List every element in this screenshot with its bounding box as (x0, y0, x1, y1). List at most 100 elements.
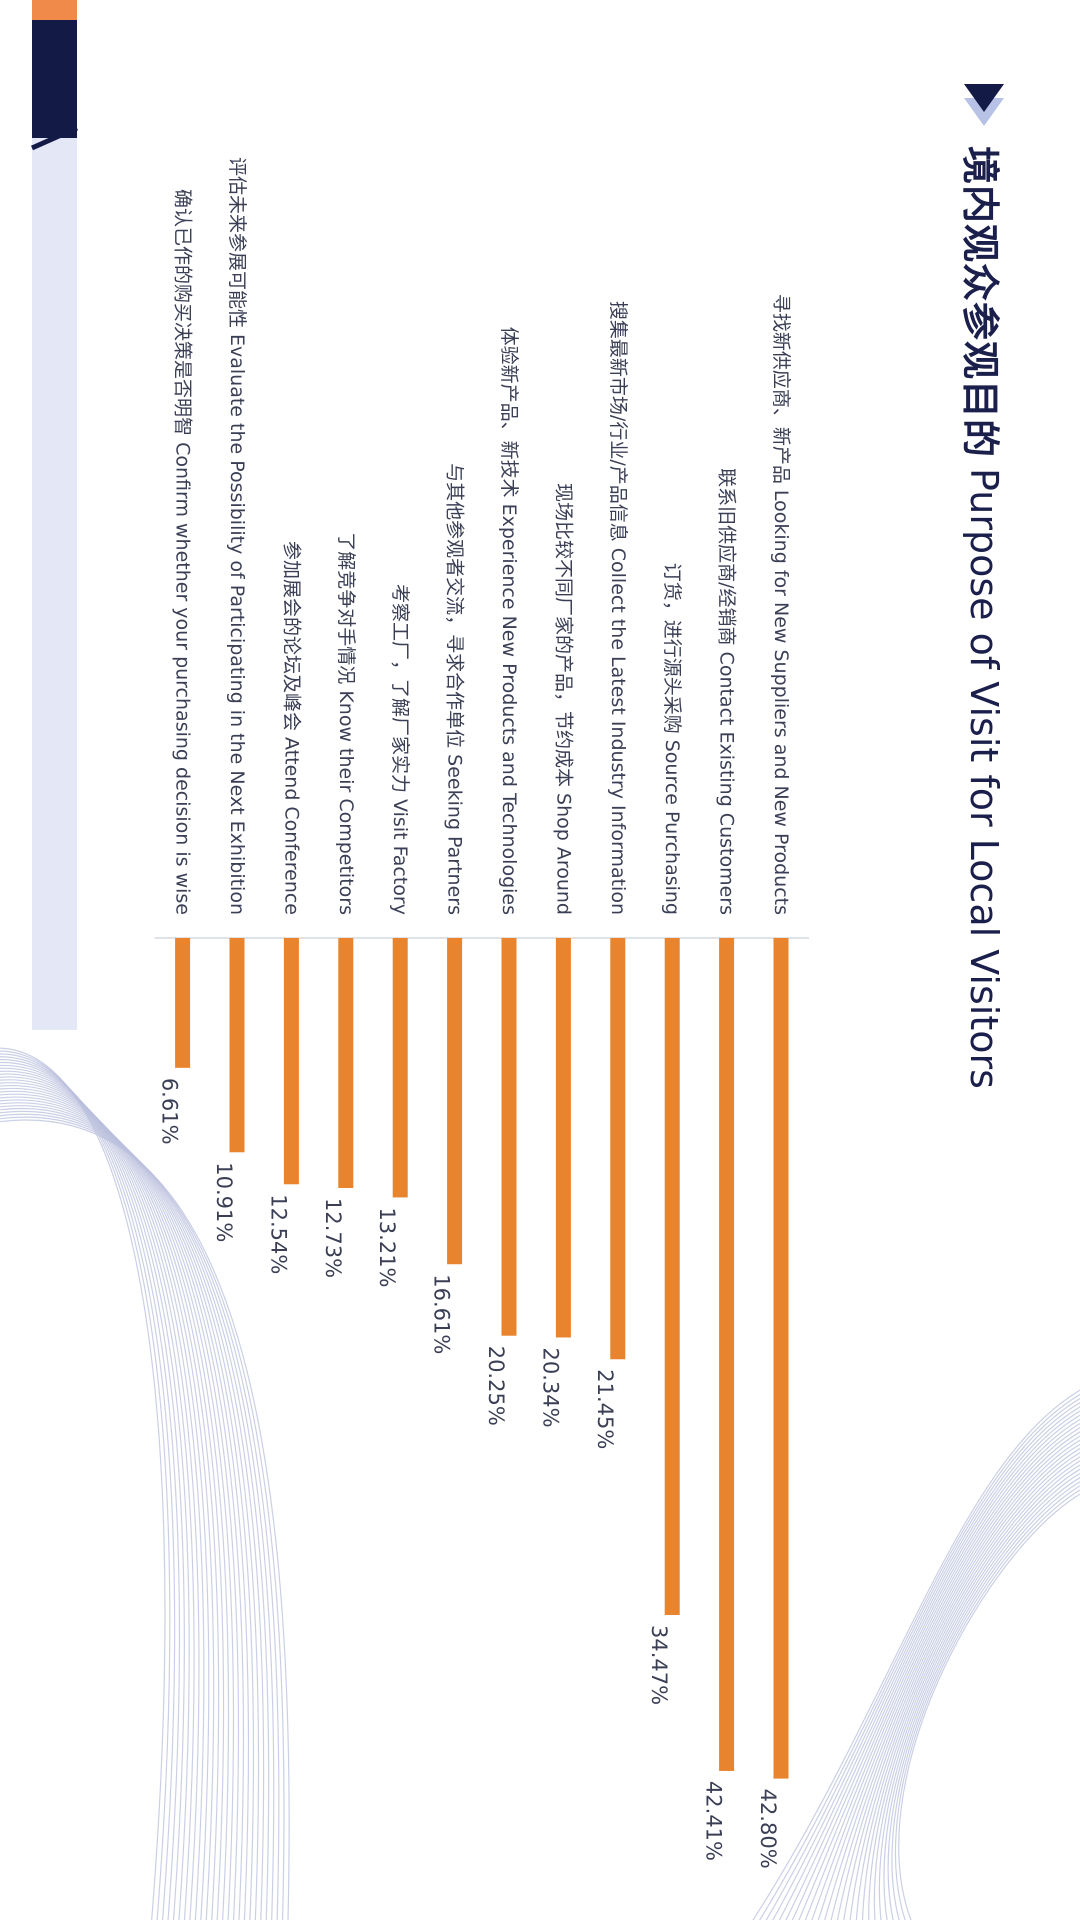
bar (664, 938, 680, 1615)
value-label: 12.54% (266, 1194, 290, 1274)
value-label: 16.61% (430, 1274, 454, 1354)
category-label: 与其他参观者交流，寻求合作单位 Seeking Partners (444, 463, 466, 915)
wave-line (0, 1107, 270, 1920)
category-label: 确认已作的购买决策是否明智 Confirm whether your purch… (172, 189, 194, 915)
wave-line (0, 1102, 260, 1920)
value-label: 34.47% (647, 1625, 671, 1705)
wave-lines-left (0, 1047, 290, 1920)
title-block: 境内观众参观目的 Purpose of Visit for Local Visi… (954, 80, 1014, 1089)
wave-line (0, 1113, 280, 1920)
wave-line (0, 1116, 285, 1920)
bar (610, 938, 626, 1360)
wave-line (0, 1087, 235, 1920)
value-label: 42.41% (702, 1781, 726, 1861)
wave-line (898, 1493, 1080, 1920)
wave-line (0, 1090, 240, 1920)
value-label: 6.61% (158, 1078, 182, 1145)
wave-lines-right (752, 1389, 1080, 1920)
wave-line (868, 1464, 1080, 1920)
category-label: 寻找新供应商、新产品 Looking for New Suppliers and… (770, 294, 792, 915)
wave-line (0, 1119, 290, 1920)
bar (229, 938, 245, 1153)
wave-line (778, 1406, 1080, 1920)
side-strip-accent (32, 0, 77, 20)
value-label: 42.80% (756, 1789, 780, 1869)
side-strip-navy (32, 18, 77, 138)
wave-line (804, 1423, 1080, 1920)
value-label: 20.25% (484, 1346, 508, 1426)
value-label: 13.21% (375, 1207, 399, 1287)
bar (773, 938, 789, 1779)
wave-line (791, 1414, 1080, 1920)
wave-line (0, 1050, 171, 1920)
wave-line (0, 1056, 181, 1920)
wave-line (0, 1093, 245, 1920)
category-label: 体验新产品、新技术 Experience New Products and Te… (498, 327, 520, 915)
category-label: 评估未来参展可能性 Evaluate the Possibility of Pa… (226, 157, 248, 915)
wave-line (0, 1079, 220, 1920)
wave-line (817, 1431, 1080, 1920)
wave-line (0, 1053, 176, 1920)
wave-line (883, 1477, 1080, 1920)
wave-line (0, 1110, 275, 1920)
category-label: 了解竞争对手情况 Know their Competitors (335, 532, 357, 915)
value-labels: 42.80% 42.41% 34.47% 21.45% 20.34% 20.25% 16.6… (158, 1078, 780, 1869)
bar (719, 938, 735, 1771)
bar (392, 938, 408, 1198)
side-strip (32, 0, 77, 1030)
wave-line (849, 1452, 1080, 1920)
wave-line (0, 1076, 215, 1920)
wave-line (0, 1064, 195, 1920)
wave-line (758, 1393, 1080, 1920)
value-label: 21.45% (593, 1369, 617, 1449)
play-triangle-icon (964, 84, 1004, 126)
wave-line (785, 1410, 1080, 1920)
wave-line (0, 1062, 190, 1920)
wave-line (0, 1085, 230, 1920)
bar (338, 938, 354, 1189)
wave-line (873, 1468, 1080, 1920)
wave-line (894, 1489, 1080, 1920)
wave-line (855, 1456, 1080, 1920)
value-label: 12.73% (321, 1198, 345, 1278)
category-label: 订货，进行源头采购 Source Purchasing (661, 563, 683, 915)
value-label: 20.34% (538, 1347, 562, 1427)
bar (447, 938, 463, 1265)
wave-line (0, 1082, 225, 1920)
wave-line (0, 1073, 210, 1920)
bars (175, 938, 789, 1779)
wave-line (0, 1070, 205, 1920)
wave-line (824, 1435, 1080, 1920)
bar (501, 938, 517, 1336)
bar (283, 938, 299, 1185)
wave-line (862, 1460, 1080, 1920)
wave-line (798, 1418, 1080, 1920)
value-label: 10.91% (212, 1162, 236, 1242)
category-label: 搜集最新市场/行业/产品信息 Collect the Latest Indust… (607, 301, 629, 915)
wave-line (0, 1096, 249, 1920)
wave-line (0, 1105, 265, 1920)
wave-line (0, 1067, 200, 1920)
wave-line (843, 1448, 1080, 1920)
wave-line (887, 1481, 1080, 1920)
bar (555, 938, 571, 1338)
wave-line (0, 1059, 185, 1920)
wave-line (891, 1485, 1080, 1920)
wave-line (0, 1047, 166, 1920)
bar (175, 938, 191, 1068)
side-strip-stripe (30, 125, 79, 151)
wave-line (811, 1427, 1080, 1920)
wave-line (836, 1443, 1080, 1920)
wave-line (765, 1398, 1080, 1920)
wave-line (0, 1099, 255, 1920)
wave-line (830, 1439, 1080, 1920)
category-label: 考察工厂，了解厂家实力 Visit Factory (389, 584, 411, 915)
wave-line (878, 1473, 1080, 1920)
category-label: 联系旧供应商/经销商 Contact Existing Customers (716, 468, 738, 915)
wave-line (752, 1389, 1080, 1920)
category-labels: 寻找新供应商、新产品 Looking for New Suppliers and… (172, 157, 792, 915)
category-label: 参加展会的论坛及峰会 Attend Conference (280, 541, 302, 915)
